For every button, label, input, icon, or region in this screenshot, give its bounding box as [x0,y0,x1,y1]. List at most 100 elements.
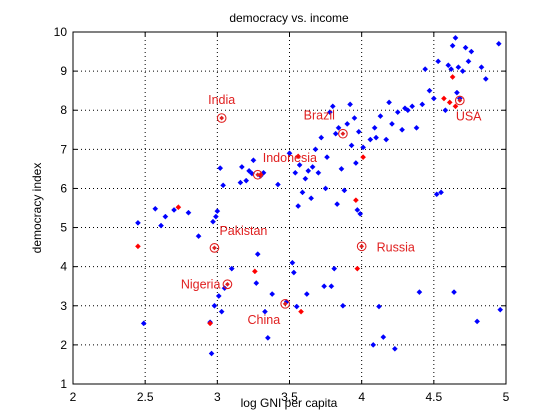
red-data-point [135,243,141,250]
red-data-point [354,265,361,272]
blue-data-point [399,126,405,133]
blue-data-point [329,103,336,110]
blue-data-point [357,210,364,217]
blue-data-point [260,169,267,176]
blue-data-point [495,40,502,47]
blue-data-point [455,64,462,71]
highlight-point [255,172,261,178]
blue-data-point [452,34,459,41]
blue-data-point [451,289,457,295]
blue-data-point [445,62,452,69]
blue-data-point [442,107,449,114]
blue-data-point [305,167,312,174]
y-tick-label: 4 [60,260,67,274]
x-tick-label: 2.5 [137,390,154,404]
blue-data-point [354,207,361,213]
red-data-point [295,153,302,160]
red-data-point [452,103,459,110]
red-data-point [353,197,359,204]
blue-data-point [208,350,215,357]
red-data-point [441,95,447,102]
blue-data-point [448,66,455,73]
highlight-point [457,98,463,103]
blue-data-point [331,265,338,272]
blue-data-point [321,283,328,290]
country-label-pakistan: Pakistan [219,224,267,238]
blue-data-point [338,166,345,172]
blue-data-point [373,134,379,141]
x-tick-label: 4.5 [425,390,442,404]
blue-data-point [497,306,504,313]
blue-data-point [328,283,335,290]
blue-data-point [377,113,384,119]
blue-data-point [474,318,481,325]
blue-data-point [213,213,219,220]
blue-data-point [324,154,330,161]
blue-data-point [269,291,276,297]
blue-data-point [299,189,306,196]
blue-data-point [215,293,222,299]
y-tick-label: 5 [60,221,67,235]
blue-data-point [318,134,325,141]
blue-data-point [152,205,159,212]
blue-data-point [478,64,485,71]
highlight-ring [222,279,233,290]
country-label-indonesia: Indonesia [263,151,317,165]
blue-data-point [482,76,489,82]
blue-data-point [221,285,228,292]
blue-data-point [162,213,169,220]
blue-data-point [211,302,218,309]
blue-data-point [214,208,221,215]
country-label-brazil: Brazil [304,109,335,123]
blue-data-point [355,128,362,135]
red-data-point [251,268,258,275]
blue-data-point [344,121,351,127]
blue-data-point [218,308,225,315]
highlight-ring [252,169,263,180]
x-tick-label: 4 [358,390,365,404]
blue-data-point [394,109,401,116]
blue-data-point [380,334,387,340]
blue-data-point [340,302,346,309]
blue-data-point [468,48,475,55]
blue-data-point [185,209,192,216]
country-label-nigeria: Nigeria [181,277,221,291]
blue-data-point [253,280,260,286]
highlight-ring [209,243,220,253]
blue-data-point [376,303,382,310]
blue-data-point [289,259,296,266]
blue-data-point [402,105,408,112]
red-data-point [207,320,213,327]
blue-data-point [341,187,348,194]
blue-data-point [332,130,339,137]
x-tick-labels: 2 2.5 3 3.5 4 4.5 5 [70,390,510,404]
blue-data-point [312,146,319,153]
blue-data-point [228,265,235,272]
blue-data-point [237,179,244,186]
blue-data-point [140,320,147,327]
blue-data-point [367,136,374,143]
y-tick-labels: 1 2 3 4 5 6 7 8 9 10 [54,25,68,391]
blue-data-point [243,177,250,184]
country-label-russia: Russia [377,240,415,254]
blue-data-point [416,289,423,295]
highlight-point [212,245,217,251]
highlight-point [219,115,225,121]
blue-data-point [433,191,440,198]
blue-data-point [426,87,433,94]
blue-data-point [292,169,299,176]
blue-data-point [404,107,411,114]
blue-data-point [370,342,377,348]
red-data-point [449,74,456,80]
blue-data-point [286,150,293,157]
blue-data-point [296,162,303,168]
blue-data-point [262,308,268,315]
highlight-point [359,243,365,249]
grid-lines [73,32,506,384]
blue-data-point [462,44,469,51]
blue-data-point [246,167,252,174]
country-label-india: India [208,93,235,107]
highlight-ring [338,128,348,139]
highlight-point [225,281,230,287]
red-series [135,74,459,327]
